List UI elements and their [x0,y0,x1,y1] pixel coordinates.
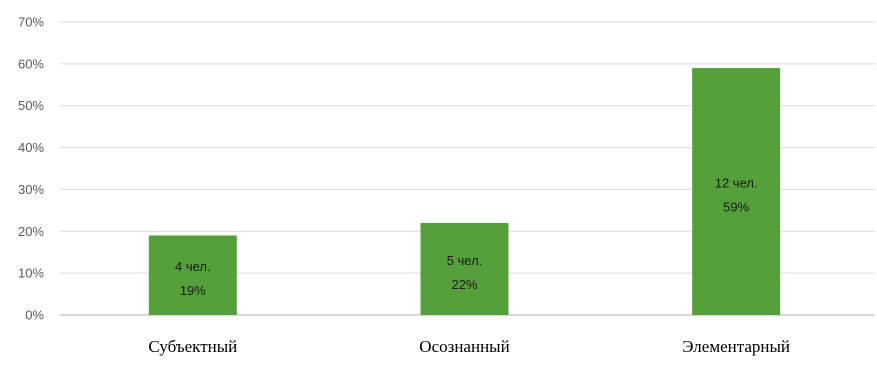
x-category-label: Субъектный [148,337,237,356]
y-tick-label: 70% [18,15,44,30]
bar [692,68,781,316]
y-tick-label: 10% [18,266,44,281]
data-label-percent: 59% [723,200,749,215]
x-category-label: Осознанный [419,337,509,356]
y-tick-label: 40% [18,140,44,155]
bar [420,222,509,315]
data-labels: 4 чел. 19% 5 чел. 22% 12 чел. 59% [175,176,758,299]
y-tick-label: 60% [18,56,44,71]
data-label-count: 4 чел. [175,259,211,274]
data-label-percent: 19% [180,283,206,298]
x-axis-category-labels: Субъектный Осознанный Элементарный [148,337,790,356]
y-tick-label: 50% [18,98,44,113]
bars [148,68,781,316]
y-tick-label: 0% [25,308,44,323]
y-tick-label: 20% [18,224,44,239]
data-label-count: 5 чел. [447,253,483,268]
y-axis-tick-labels: 0% 10% 20% 30% 40% 50% 60% 70% [18,15,44,323]
data-label-percent: 22% [451,277,477,292]
x-category-label: Элементарный [682,337,790,356]
bar [148,235,237,315]
data-label-count: 12 чел. [715,176,758,191]
y-tick-label: 30% [18,182,44,197]
